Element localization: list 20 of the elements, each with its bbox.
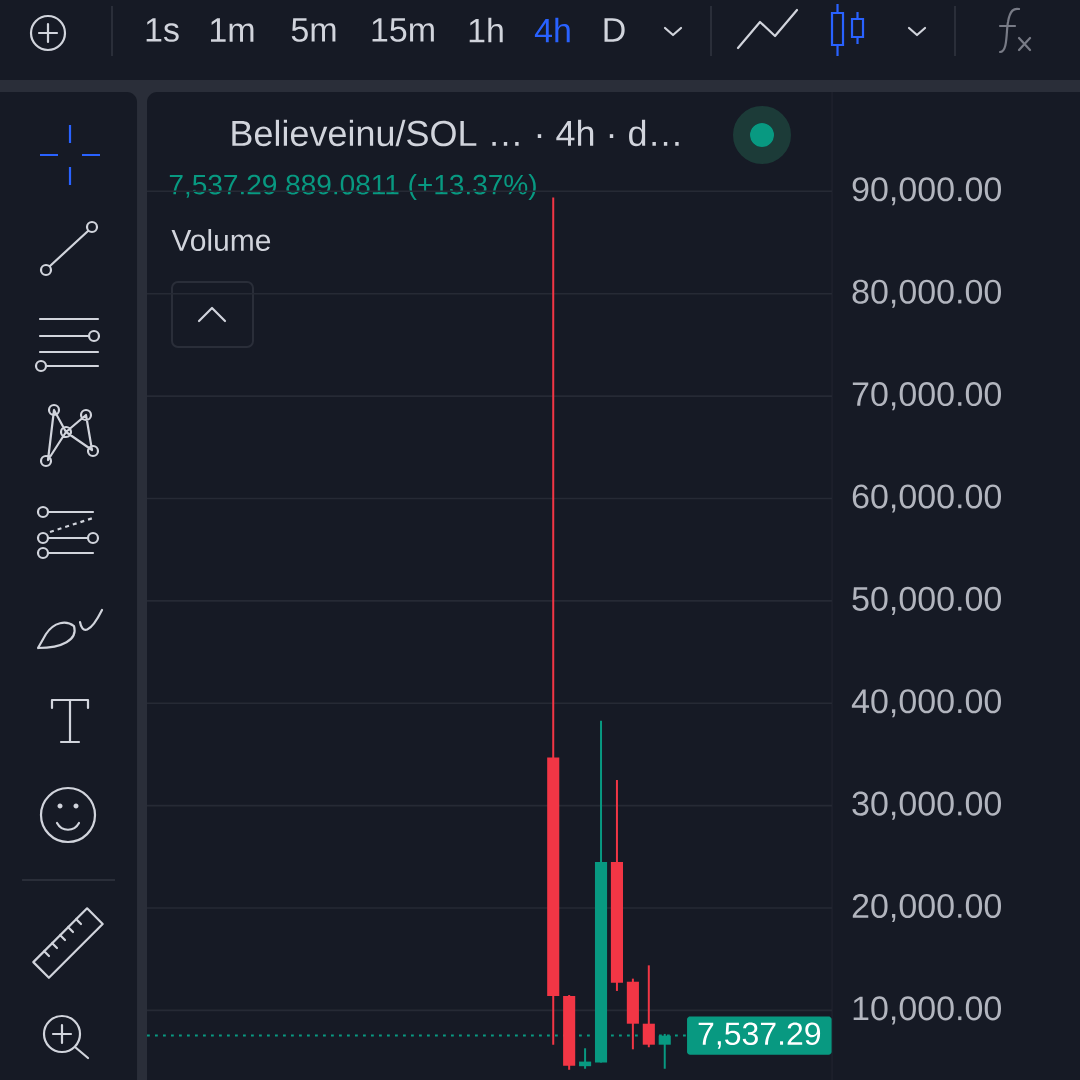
text: Believeinu/SOL … · 4h · d…: [232, 119, 679, 147]
text: D: [604, 18, 625, 42]
y-tick-label: 80,000.00: [852, 279, 1001, 308]
text: 5m: [291, 18, 336, 42]
text: 4h: [534, 17, 570, 43]
text: 1h: [469, 17, 503, 43]
y-tick-label: 60,000.00: [852, 484, 1001, 513]
text: 1m: [210, 18, 254, 42]
y-tick-label: 20,000.00: [852, 893, 1001, 923]
ref-line-label: 7,537.29: [698, 1022, 821, 1049]
candlestick: [642, 964, 655, 1049]
annotation: Volume: [171, 228, 271, 251]
y-tick-label: 40,000.00: [851, 689, 1001, 718]
y-tick-label: 90,000.00: [852, 177, 1001, 206]
text: 15m: [372, 18, 434, 42]
y-tick-label: 50,000.00: [852, 586, 1001, 615]
y-tick-label: 30,000.00: [852, 791, 1001, 820]
y-tick-label: 10,000.00: [853, 996, 1001, 1025]
text: 1s: [146, 18, 179, 42]
y-tick-label: 70,000.00: [852, 382, 1001, 411]
